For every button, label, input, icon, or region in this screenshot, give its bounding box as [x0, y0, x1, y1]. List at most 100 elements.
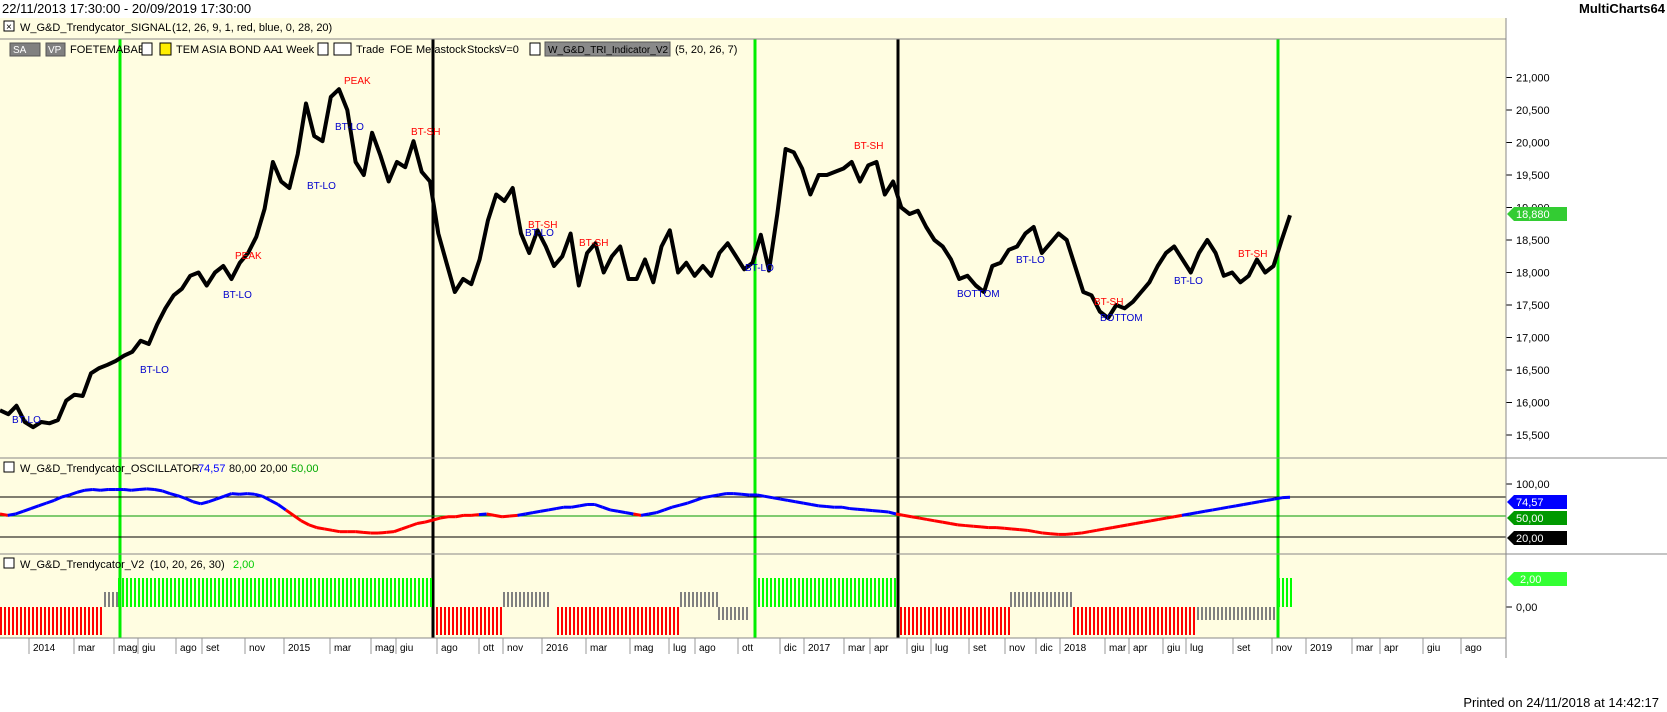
oscillator-segment: [1127, 522, 1136, 527]
oscillator-segment: [208, 497, 217, 504]
oscillator-segment: [100, 488, 109, 492]
symbol-code: FOETEMABAE: [70, 44, 145, 56]
oscillator-segment: [555, 505, 565, 511]
oscillator-segment: [131, 488, 140, 492]
signal-annotation: BT-SH: [579, 238, 608, 249]
range-dropdown-icon[interactable]: [333, 42, 352, 56]
oscillator-segment: [161, 489, 171, 496]
signal-annotation: BOTTOM: [1100, 313, 1143, 324]
oscillator-segment: [795, 500, 804, 505]
oscillator-segment: [1220, 505, 1229, 511]
app-brand: MultiCharts64: [1579, 1, 1665, 16]
price-tick-label: 17,500: [1516, 300, 1550, 312]
symbol-toolbar: SA VP FOETEMABAE TEM ASIA BOND AA 1 Week…: [9, 41, 737, 57]
oscillator-segment: [787, 498, 796, 504]
oscillator-segment: [84, 488, 93, 492]
oscillator-segment: [362, 530, 371, 535]
oscillator-segment: [177, 494, 186, 500]
oscillator-segment: [471, 513, 480, 517]
oscillator-segment: [903, 513, 912, 519]
time-tick-label: apr: [874, 643, 889, 654]
osc-badge-last: 74,57: [1516, 497, 1544, 509]
oscillator-segment: [633, 512, 642, 517]
resolution: 1 Week: [277, 44, 315, 56]
type-name: Trade: [356, 44, 384, 56]
oscillator-segment: [184, 496, 194, 504]
oscillator-segment: [154, 488, 163, 493]
oscillator-segment: [1150, 517, 1159, 523]
oscillator-segment: [1197, 509, 1206, 515]
symbol-color-icon[interactable]: [159, 42, 172, 56]
oscillator-axis: 100,00 74,57 50,00 20,00: [1506, 479, 1567, 545]
oscillator-segment: [663, 505, 673, 512]
oscillator-segment: [1027, 528, 1036, 534]
price-tick-label: 16,500: [1516, 365, 1550, 377]
price-tick-label: 16,000: [1516, 398, 1550, 410]
oscillator-segment: [525, 511, 534, 516]
oscillator-segment: [61, 493, 70, 499]
time-tick-label: lug: [1190, 643, 1203, 654]
symbol-dropdown-icon[interactable]: [141, 42, 153, 56]
oscillator-segment: [1212, 507, 1221, 512]
oscillator-segment: [965, 524, 974, 528]
signal-params: (12, 26, 9, 1, red, blue, 0, 28, 20): [172, 22, 332, 34]
oscillator-segment: [316, 526, 325, 531]
trendycator-close-icon[interactable]: [3, 557, 15, 569]
resolution-dropdown-icon[interactable]: [317, 42, 329, 56]
oscillator-segment: [76, 488, 86, 494]
signal-title: W_G&D_Trendycator_SIGNAL: [20, 22, 171, 34]
vertical-signal-lines: [118, 39, 1280, 638]
indicator-chip[interactable]: [544, 41, 671, 57]
signal-annotation: BT-LO: [140, 365, 169, 376]
time-tick-label: ago: [1465, 643, 1482, 654]
oscillator-segment: [1119, 523, 1129, 528]
oscillator-value-4: 50,00: [291, 463, 319, 475]
oscillator-segment: [772, 496, 781, 501]
sa-button[interactable]: [9, 42, 41, 57]
indicator-close-icon[interactable]: [529, 42, 541, 56]
osc-tick-100: 100,00: [1516, 479, 1550, 491]
time-axis: 2014 mar mag giu ago set nov 2015 mar mag giu ago ot…: [28, 638, 1482, 654]
oscillator-segment: [1019, 528, 1028, 532]
time-tick-label: mar: [848, 643, 866, 654]
print-footer: Printed on 24/11/2018 at 14:42:17: [1463, 695, 1659, 710]
oscillator-segment: [548, 507, 557, 512]
oscillator-segment: [440, 515, 449, 520]
oscillator-segment: [277, 503, 287, 512]
signal-annotation: BT-LO: [1174, 276, 1203, 287]
oscillator-segment: [331, 528, 341, 534]
plot-background: [0, 18, 1506, 638]
oscillator-segment: [895, 512, 905, 517]
oscillator-segment: [880, 509, 889, 514]
oscillator-segment: [254, 492, 264, 498]
oscillator-segment: [355, 530, 364, 534]
oscillator-segment: [386, 530, 395, 534]
oscillator-segment: [416, 520, 426, 525]
time-tick-label: 2014: [33, 643, 56, 654]
last-price-value: 18,880: [1516, 209, 1550, 221]
hist-tick-0: 0,00: [1516, 602, 1537, 614]
oscillator-segment: [1173, 513, 1183, 519]
oscillator-segment: [200, 500, 209, 506]
oscillator-segment: [192, 500, 202, 506]
time-tick-label: 2015: [288, 643, 311, 654]
oscillator-segment: [694, 496, 704, 502]
time-tick-label: mag: [118, 643, 137, 654]
vp-button[interactable]: [45, 42, 66, 57]
oscillator-segment: [710, 493, 719, 498]
oscillator-segment: [934, 519, 943, 524]
oscillator-pane-header: W_G&D_Trendycator_OSCILLATOR 74,57 80,00…: [3, 461, 319, 475]
time-tick-label: set: [973, 643, 987, 654]
exchange: FOE: [390, 44, 413, 56]
oscillator-segment: [1088, 528, 1098, 534]
time-tick-label: apr: [1384, 643, 1399, 654]
oscillator-segment: [818, 504, 827, 509]
time-tick-label: giu: [400, 643, 413, 654]
signal-close-icon[interactable]: [3, 20, 15, 32]
oscillator-segment: [146, 487, 155, 492]
oscillator-title: W_G&D_Trendycator_OSCILLATOR: [20, 463, 200, 475]
price-series-line: [0, 87, 1292, 430]
chart-canvas[interactable]: × W_G&D_Trendycator_SIGNAL (12, 26, 9, 1…: [0, 18, 1667, 694]
oscillator-close-icon[interactable]: [3, 461, 15, 473]
oscillator-segment: [887, 510, 897, 516]
